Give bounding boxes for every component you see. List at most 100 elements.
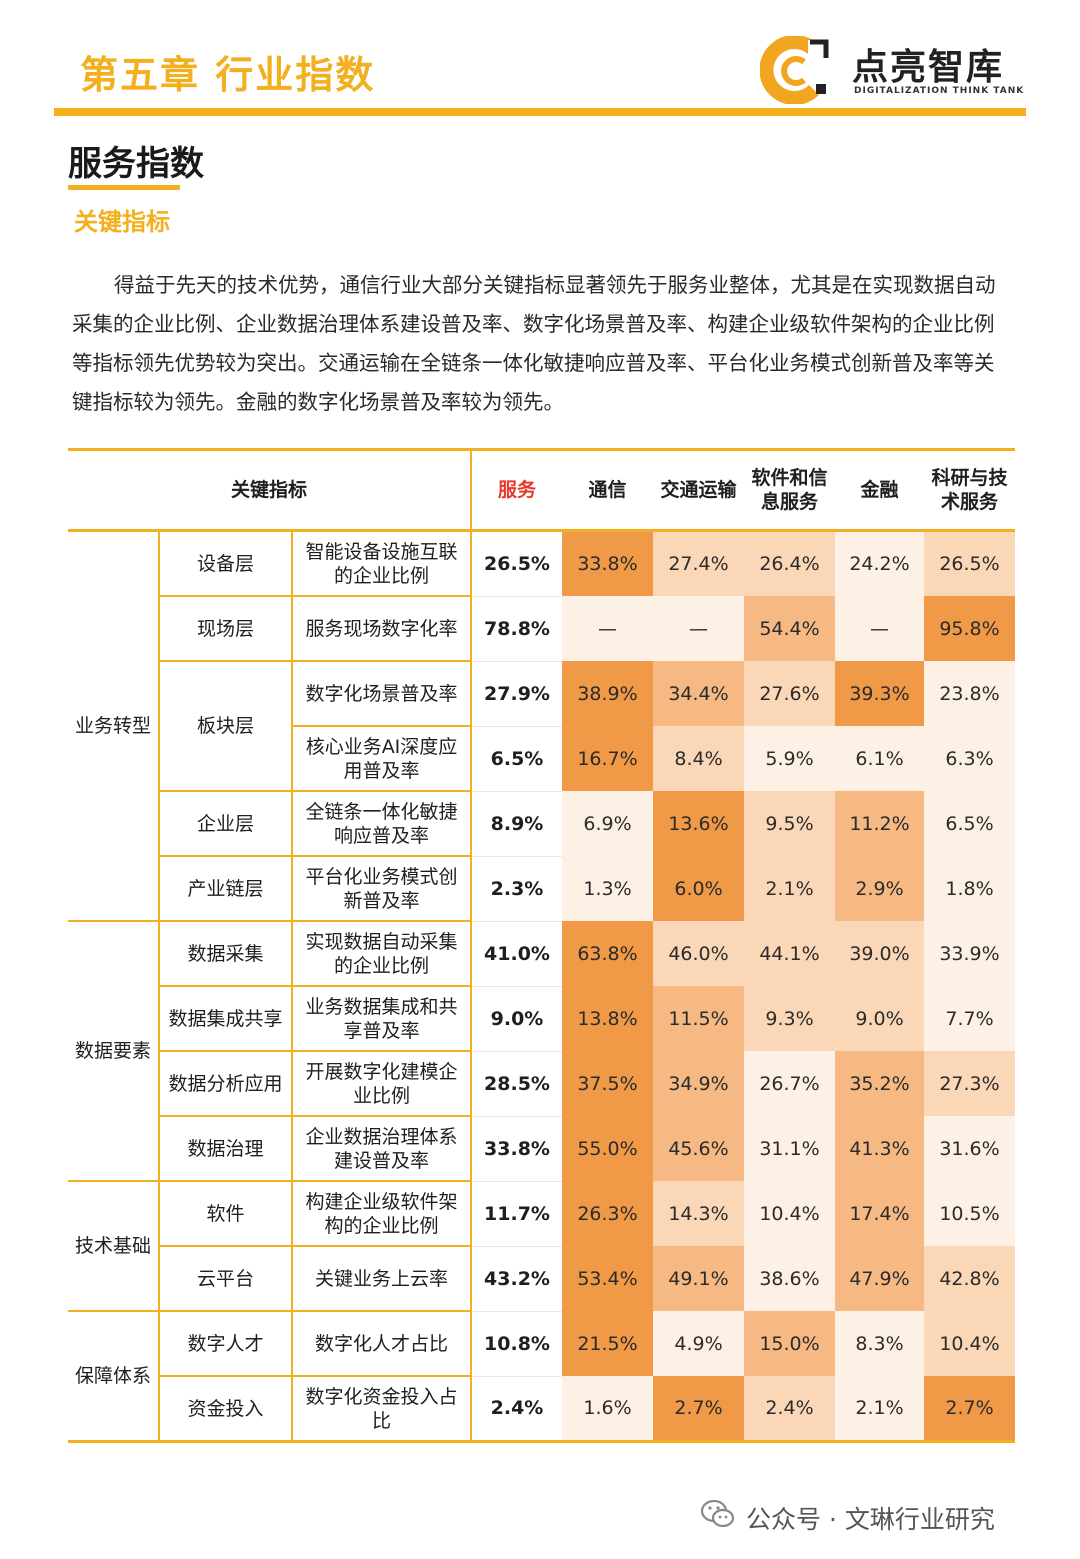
service-value-cell: 26.5% [471,530,562,597]
value-cell: 44.1% [744,921,835,986]
subsection-title: 关键指标 [74,208,170,236]
layer-cell: 数据治理 [159,1116,293,1182]
table-row: 企业层 全链条一体化敏捷响应普及率 8.9% 6.9% 13.6% 9.5% 11.2% 6.… [68,791,1015,857]
indicator-cell: 数字化资金投入占比 [292,1376,472,1443]
value-cell: — [653,596,744,661]
layer-cell: 数据集成共享 [159,986,293,1052]
value-cell: 1.3% [562,856,653,921]
service-value-cell: 6.5% [471,726,562,792]
value-cell: 9.0% [835,986,924,1051]
value-cell: 17.4% [835,1181,924,1246]
value-cell: 27.4% [653,530,744,596]
value-cell: 13.6% [653,791,744,856]
col-header: 通信 [562,449,653,532]
service-value-cell: 27.9% [471,661,562,727]
logo-name: 点亮智库 [852,47,1005,88]
value-cell: 34.9% [653,1051,744,1116]
table-row: 板块层 数字化场景普及率 27.9% 38.9% 34.4% 27.6% 39.3% 23.8… [68,661,1015,792]
value-cell: 16.7% [562,726,653,791]
col-header: 服务 [471,449,562,532]
service-value-cell: 43.2% [471,1246,562,1312]
layer-cell: 企业层 [159,791,293,857]
table-row: 保障体系 数字人才 数字化人才占比 10.8% 21.5% 4.9% 15.0% 8.3% 10… [68,1311,1015,1443]
value-cell: 8.4% [653,726,744,791]
value-cell: 26.5% [924,530,1015,596]
section-underline [68,185,180,190]
value-cell: 31.6% [924,1116,1015,1181]
value-cell: 34.4% [653,661,744,726]
value-cell: 2.7% [653,1376,744,1442]
category-cell: 业务转型 [68,530,160,922]
value-cell: 26.4% [744,530,835,596]
value-cell: 11.5% [653,986,744,1051]
value-cell: 13.8% [562,986,653,1051]
value-cell: — [835,596,924,661]
indicator-cell: 智能设备设施互联的企业比例 [292,530,472,597]
indicator-cell: 服务现场数字化率 [292,596,472,662]
value-cell: 8.3% [835,1311,924,1376]
value-cell: — [562,596,653,661]
section-title: 服务指数 [68,144,204,184]
table-body: 业务转型 设备层 智能设备设施互联的企业比例 26.5% 33.8% 27.4% 26.4%… [68,530,1015,1443]
value-cell: 39.0% [835,921,924,986]
value-cell: 6.0% [653,856,744,921]
value-cell: 5.9% [744,726,835,791]
value-cell: 6.9% [562,791,653,856]
value-cell: 24.2% [835,530,924,596]
col-header-line: 息服务 [760,491,818,513]
logo-c-icon [760,36,829,104]
service-value-cell: 2.4% [471,1376,562,1442]
value-cell: 42.8% [924,1246,1015,1311]
table-row: 现场层 服务现场数字化率 78.8% — —54.4% —95.8% [68,596,1015,662]
value-cell: 38.6% [744,1246,835,1311]
indicator-cell: 平台化业务模式创新普及率 [292,856,472,922]
layer-cell: 数字人才 [159,1311,293,1377]
table-row: 资金投入 数字化资金投入占比 2.4% 1.6% 2.7% 2.4% 2.1% 2.7% [68,1376,1015,1443]
value-cell: 2.4% [744,1376,835,1442]
value-cell: 6.5% [924,791,1015,856]
indicator-cell: 实现数据自动采集的企业比例 [292,921,472,987]
value-cell: 37.5% [562,1051,653,1116]
indicator-cell: 业务数据集成和共享普及率 [292,986,472,1052]
indicator-cell: 全链条一体化敏捷响应普及率 [292,791,472,857]
value-cell: 10.4% [924,1311,1015,1376]
layer-cell: 云平台 [159,1246,293,1312]
col-header: 软件和信 息服务 [744,449,835,532]
category-cell: 保障体系 [68,1311,160,1443]
intro-paragraph: 得益于先天的技术优势，通信行业大部分关键指标显著领先于服务业整体，尤其是在实现数… [72,273,996,414]
service-value-cell: 10.8% [471,1311,562,1377]
value-cell: 35.2% [835,1051,924,1116]
indicator-cell: 关键业务上云率 [292,1246,472,1312]
value-cell: 63.8% [562,921,653,986]
value-cell: 47.9% [835,1246,924,1311]
value-cell: 38.9% [562,661,653,726]
service-value-cell: 11.7% [471,1181,562,1247]
value-cell: 31.1% [744,1116,835,1181]
table-row: 数据治理 企业数据治理体系建设普及率 33.8% 55.0% 45.6% 31.1% 41.… [68,1116,1015,1182]
table-header-row: 关键指标 服务 通信 交通运输 软件和信 息服务 金融 科研与技 术服务 [68,449,1015,532]
table-row: 数据要素 数据采集 实现数据自动采集的企业比例 41.0% 63.8% 46.0% 44.1… [68,921,1015,1182]
service-value-cell: 8.9% [471,791,562,857]
value-cell: 39.3% [835,661,924,726]
indicator-cell: 数字化人才占比 [292,1311,472,1377]
value-cell: 2.1% [835,1376,924,1442]
value-cell: 15.0% [744,1311,835,1376]
value-cell: 7.7% [924,986,1015,1051]
layer-cell: 板块层 [159,661,293,792]
col-header-line: 软件和信 [751,467,828,489]
value-cell: 6.3% [924,726,1015,791]
service-value-cell: 33.8% [471,1116,562,1182]
value-cell: 11.2% [835,791,924,856]
value-cell: 95.8% [924,596,1015,661]
value-cell: 33.9% [924,921,1015,986]
value-cell: 9.5% [744,791,835,856]
value-cell: 49.1% [653,1246,744,1311]
value-cell: 33.8% [562,530,653,596]
service-value-cell: 9.0% [471,986,562,1052]
col-header-line: 术服务 [940,491,998,513]
col-header: 交通运输 [653,449,744,532]
indicator-cell: 核心业务AI深度应用普及率 [292,726,472,792]
col-header: 科研与技 术服务 [924,449,1015,532]
table-row: 产业链层 平台化业务模式创新普及率 2.3% 1.3% 6.0% 2.1% 2.9% 1.8% [68,856,1015,922]
value-cell: 2.1% [744,856,835,921]
